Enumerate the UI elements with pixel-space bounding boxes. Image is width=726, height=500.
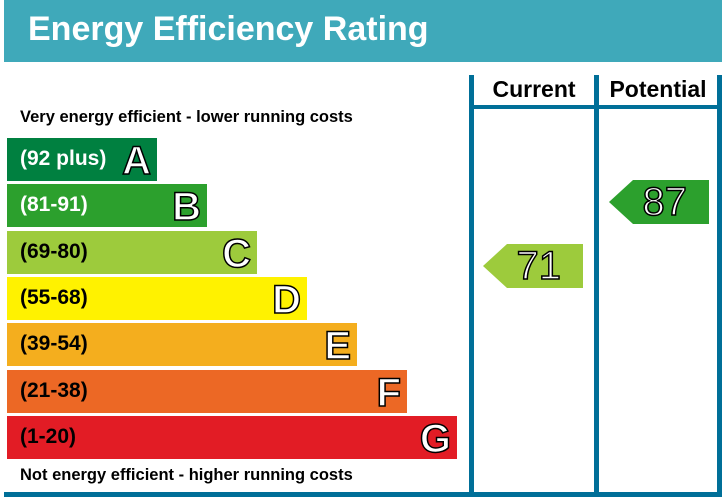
band-range: (39-54) [20,332,88,356]
band-letter: D [271,277,301,323]
band-g: (1-20) G [7,415,457,462]
band-b: (81-91) B [7,184,207,231]
band-letter: G [419,416,452,462]
band-a: (92 plus) A [7,138,157,184]
column-header-current: Current [492,76,576,102]
band-d: (55-68) D [7,276,307,323]
band-c: (69-80) C [7,230,257,277]
band-letter: F [376,370,402,416]
current-rating-value: 71 [516,244,562,288]
potential-rating-value: 87 [642,180,688,224]
band-range: (21-38) [20,378,88,402]
chart-title: Energy Efficiency Rating [28,10,429,48]
band-letter: B [171,185,201,231]
divider-left [469,75,474,497]
bottom-line [4,492,722,497]
band-range: (1-20) [20,424,77,448]
column-header-potential: Potential [609,76,707,102]
band-range: (55-68) [20,285,88,309]
band-letter: C [221,231,251,277]
current-rating-arrow: 71 [483,244,583,288]
band-e: (39-54) E [7,323,357,369]
band-range: (69-80) [20,239,88,263]
divider-right [717,75,722,497]
divider-middle [594,75,599,497]
header-underline [469,105,722,109]
title-bar: Energy Efficiency Rating [4,0,722,62]
top-note: Very energy efficient - lower running co… [20,108,353,126]
bottom-note: Not energy efficient - higher running co… [20,466,353,484]
band-letter: E [324,323,352,369]
band-range: (81-91) [20,193,88,217]
band-letter: A [121,138,151,184]
band-range: (92 plus) [20,147,107,170]
potential-rating-arrow: 87 [609,180,709,224]
band-f: (21-38) F [7,369,407,416]
